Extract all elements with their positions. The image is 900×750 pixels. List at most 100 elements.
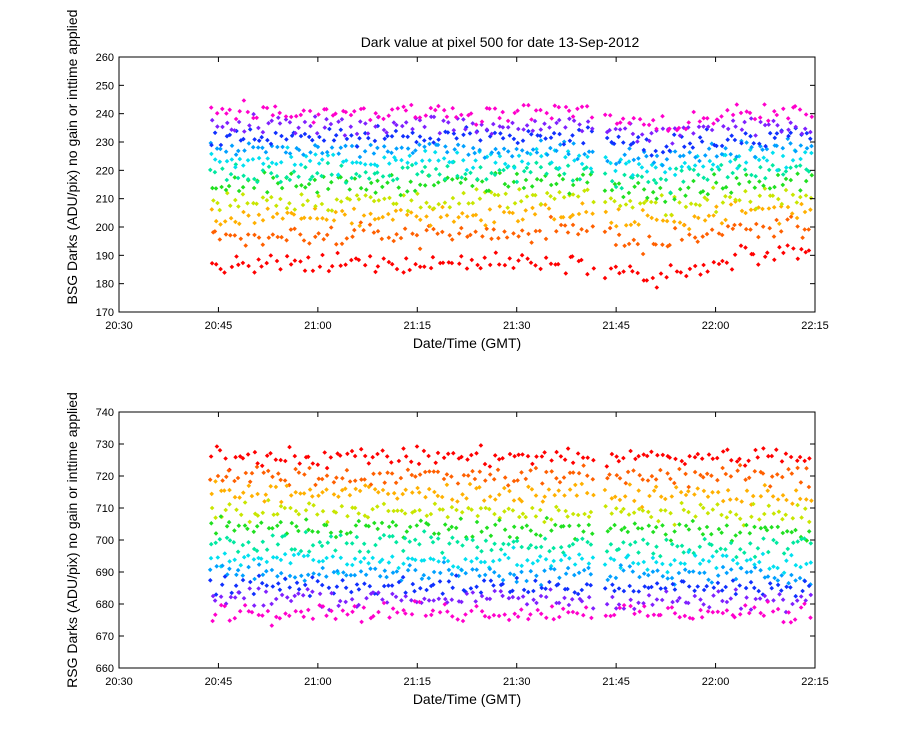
data-point [437,507,443,512]
data-point [232,528,237,533]
series-1-points [209,243,812,290]
data-point [538,178,544,183]
data-point [579,128,585,134]
data-point [303,154,309,159]
data-point [538,593,544,599]
data-point [737,612,743,617]
data-point [790,192,796,198]
data-point [616,181,622,186]
data-point [345,612,350,617]
data-point [401,104,406,110]
data-point [789,572,794,578]
data-point [275,181,281,186]
data-point [502,509,507,514]
data-point [460,543,465,548]
data-point [667,242,672,248]
data-point [460,211,465,216]
data-point [237,221,242,227]
data-point [278,519,283,525]
data-point [366,135,371,141]
data-point [762,102,767,107]
data-point [725,224,731,229]
data-point [484,127,490,132]
data-point [636,550,641,555]
data-point [354,582,360,587]
data-point [333,133,339,138]
data-point [278,267,283,272]
data-point [575,106,580,112]
data-point [329,208,335,213]
data-point [482,190,488,195]
data-point [489,236,494,242]
data-point [677,153,683,159]
data-point [758,610,763,616]
data-point [730,557,736,563]
data-point [313,203,318,209]
data-point [762,186,768,191]
data-point [350,505,355,510]
data-point [442,522,448,527]
data-point [770,193,776,198]
data-point [394,146,399,151]
data-point [524,194,530,199]
data-point [279,133,284,139]
data-point [464,167,470,173]
data-point [785,546,791,552]
data-point [530,561,536,566]
data-point [709,227,715,232]
data-point [275,542,281,547]
data-point [669,212,674,218]
data-point [260,145,265,151]
data-point [283,117,289,122]
data-point [668,510,673,516]
data-point [747,179,752,185]
data-point [686,549,691,555]
data-point [580,172,586,177]
data-point [631,115,636,121]
data-point [762,482,768,488]
data-point [788,120,793,125]
data-point [537,554,543,559]
data-point [540,499,546,504]
data-point [651,488,657,493]
data-point [363,121,368,126]
data-point [621,568,626,573]
data-point [268,451,273,456]
data-point [612,198,617,204]
data-point [303,185,308,190]
data-point [558,454,564,459]
data-point [699,456,705,461]
data-point [663,508,668,513]
data-point [586,565,591,571]
data-point [387,161,392,166]
data-point [519,470,524,475]
data-point [752,562,757,567]
data-point [574,177,580,182]
data-point [570,178,576,183]
data-point [533,545,539,550]
data-point [459,510,465,515]
data-point [246,540,251,545]
data-point [319,157,325,162]
data-point [751,501,756,507]
y-tick-label: 700 [96,535,114,547]
data-point [686,509,691,515]
data-point [428,114,434,120]
data-point [492,541,497,547]
data-point [237,109,242,114]
data-point [743,245,748,250]
data-point [233,152,239,157]
data-point [622,494,628,499]
data-point [474,567,479,572]
data-point [728,159,733,164]
data-point [456,456,462,461]
data-point [256,138,262,143]
data-point [273,484,279,490]
data-point [556,488,561,493]
data-point [502,475,508,480]
data-point [457,261,462,266]
data-point [367,254,373,259]
data-point [395,496,400,501]
data-point [241,209,246,215]
data-point [776,509,782,514]
